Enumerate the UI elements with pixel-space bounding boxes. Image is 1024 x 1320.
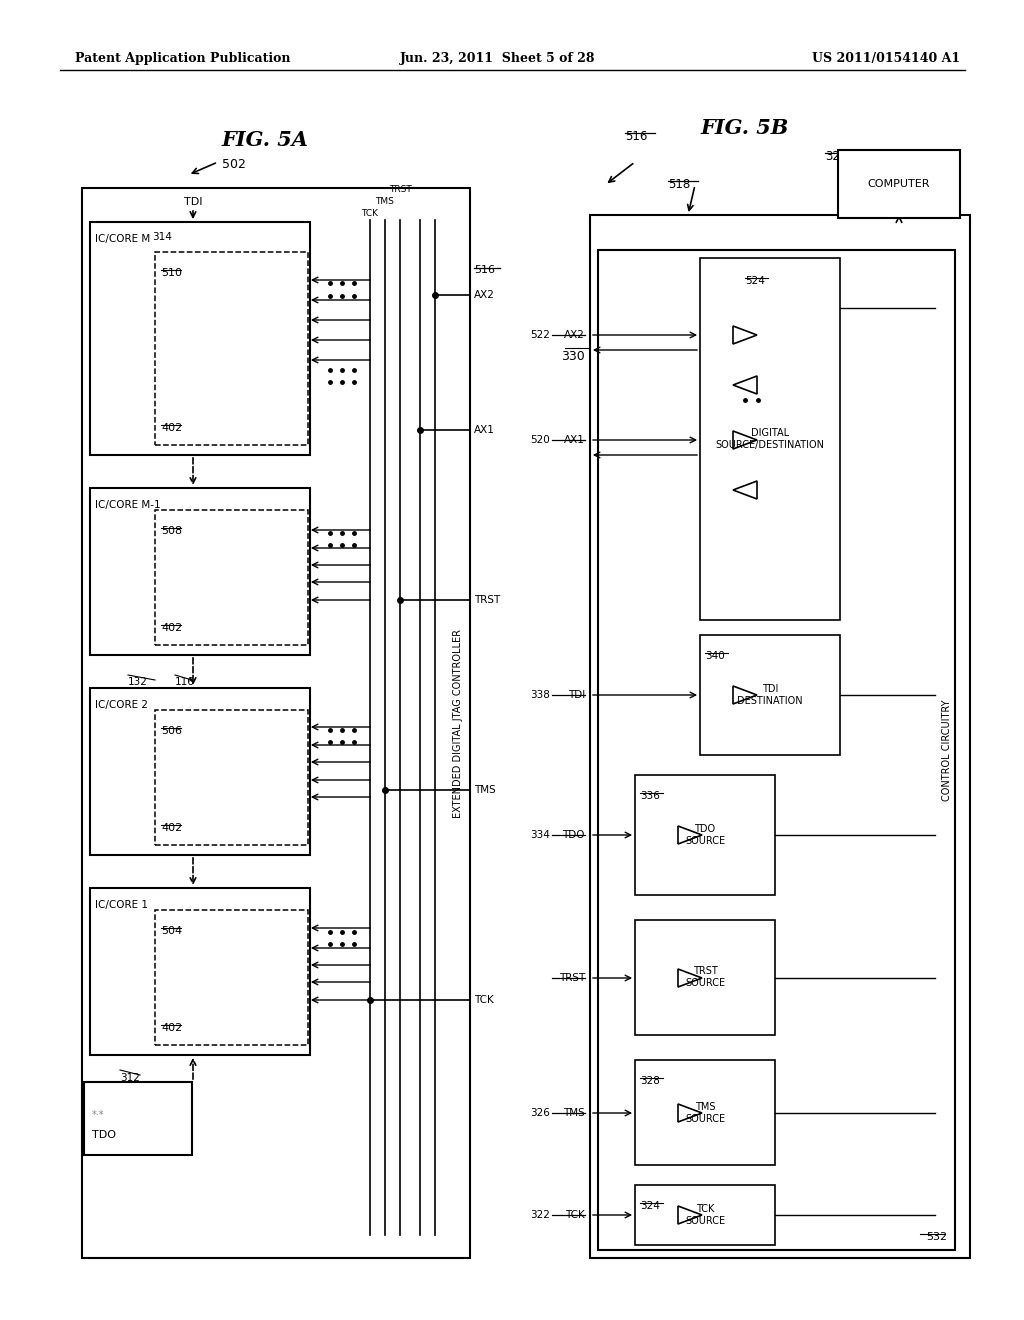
Text: CONTROL CIRCUITRY: CONTROL CIRCUITRY — [942, 700, 952, 801]
Bar — [598, 249, 955, 1250]
Text: 330: 330 — [561, 350, 585, 363]
Text: Patent Application Publication: Patent Application Publication — [75, 51, 291, 65]
Text: TRST: TRST — [389, 185, 412, 194]
Bar — [155, 252, 308, 445]
Bar — [635, 920, 775, 1035]
Text: 502: 502 — [222, 158, 246, 172]
Text: 132: 132 — [128, 677, 147, 686]
Text: IC/CORE M: IC/CORE M — [95, 234, 151, 244]
Bar — [155, 710, 308, 845]
Text: TMS: TMS — [694, 1101, 715, 1111]
Text: 324: 324 — [640, 1201, 659, 1210]
Text: SOURCE: SOURCE — [685, 1114, 725, 1123]
Bar — [82, 187, 470, 1258]
Text: IC/CORE M-1: IC/CORE M-1 — [95, 500, 161, 510]
Bar — [90, 688, 310, 855]
Text: AX1: AX1 — [564, 436, 585, 445]
Text: 320: 320 — [825, 150, 847, 162]
Text: US 2011/0154140 A1: US 2011/0154140 A1 — [812, 51, 961, 65]
Text: FIG. 5B: FIG. 5B — [700, 117, 788, 139]
Text: TDO: TDO — [92, 1130, 116, 1140]
Text: 516: 516 — [625, 129, 647, 143]
Text: 116: 116 — [175, 677, 195, 686]
Text: IC/CORE 2: IC/CORE 2 — [95, 700, 148, 710]
Text: Jun. 23, 2011  Sheet 5 of 28: Jun. 23, 2011 Sheet 5 of 28 — [400, 51, 596, 65]
Text: 520: 520 — [530, 436, 550, 445]
Text: 522: 522 — [530, 330, 550, 341]
Text: *·*: *·* — [92, 1110, 104, 1119]
Text: 314: 314 — [152, 232, 172, 242]
Text: TCK: TCK — [565, 1210, 585, 1220]
Text: 504: 504 — [161, 927, 182, 936]
Bar — [590, 215, 970, 1258]
Bar — [155, 510, 308, 645]
Text: TDI: TDI — [183, 197, 203, 207]
Bar — [700, 635, 840, 755]
Bar — [90, 488, 310, 655]
Text: AX1: AX1 — [474, 425, 495, 436]
Text: FIG. 5A: FIG. 5A — [221, 129, 308, 150]
Text: 524: 524 — [745, 276, 765, 286]
Text: DIGITAL: DIGITAL — [751, 428, 790, 438]
Bar — [90, 222, 310, 455]
Bar — [155, 909, 308, 1045]
Text: 326: 326 — [530, 1107, 550, 1118]
Text: SOURCE/DESTINATION: SOURCE/DESTINATION — [716, 440, 824, 450]
Text: TRST: TRST — [559, 973, 585, 983]
Text: IC/CORE 1: IC/CORE 1 — [95, 900, 148, 909]
Bar — [84, 1082, 193, 1155]
Text: TCK: TCK — [361, 209, 379, 218]
Text: 402: 402 — [161, 422, 182, 433]
Text: TCK: TCK — [474, 995, 494, 1005]
Text: 322: 322 — [530, 1210, 550, 1220]
Text: 402: 402 — [161, 822, 182, 833]
Bar — [635, 775, 775, 895]
Text: 506: 506 — [161, 726, 182, 737]
Text: COMPUTER: COMPUTER — [867, 180, 930, 189]
Text: TMS: TMS — [376, 197, 394, 206]
Text: EXTENDED DIGITAL JTAG CONTROLLER: EXTENDED DIGITAL JTAG CONTROLLER — [453, 628, 463, 817]
Text: TCK: TCK — [696, 1204, 714, 1214]
Text: 334: 334 — [530, 830, 550, 840]
Text: TRST: TRST — [692, 966, 718, 977]
Text: SOURCE: SOURCE — [685, 836, 725, 846]
Text: TDO: TDO — [694, 824, 716, 834]
Text: TMS: TMS — [474, 785, 496, 795]
Bar — [635, 1185, 775, 1245]
Text: 516: 516 — [474, 265, 495, 275]
Text: 532: 532 — [926, 1232, 947, 1242]
Text: AX2: AX2 — [564, 330, 585, 341]
Text: 518: 518 — [668, 178, 690, 191]
Text: TDO: TDO — [562, 830, 585, 840]
Bar — [635, 1060, 775, 1166]
Text: AX2: AX2 — [474, 290, 495, 300]
Text: TDI: TDI — [762, 684, 778, 694]
Bar — [90, 888, 310, 1055]
Text: 312: 312 — [120, 1073, 140, 1082]
Text: 336: 336 — [640, 791, 659, 801]
Text: 328: 328 — [640, 1076, 659, 1086]
Bar — [700, 257, 840, 620]
Text: TRST: TRST — [474, 595, 501, 605]
Bar — [838, 150, 961, 218]
Text: 508: 508 — [161, 525, 182, 536]
Text: 402: 402 — [161, 623, 182, 634]
Text: 402: 402 — [161, 1023, 182, 1034]
Text: 338: 338 — [530, 690, 550, 700]
Text: SOURCE: SOURCE — [685, 1216, 725, 1226]
Text: DESTINATION: DESTINATION — [737, 696, 803, 706]
Text: SOURCE: SOURCE — [685, 978, 725, 989]
Text: 340: 340 — [705, 651, 725, 661]
Text: TDI: TDI — [567, 690, 585, 700]
Text: 510: 510 — [161, 268, 182, 279]
Text: TMS: TMS — [563, 1107, 585, 1118]
